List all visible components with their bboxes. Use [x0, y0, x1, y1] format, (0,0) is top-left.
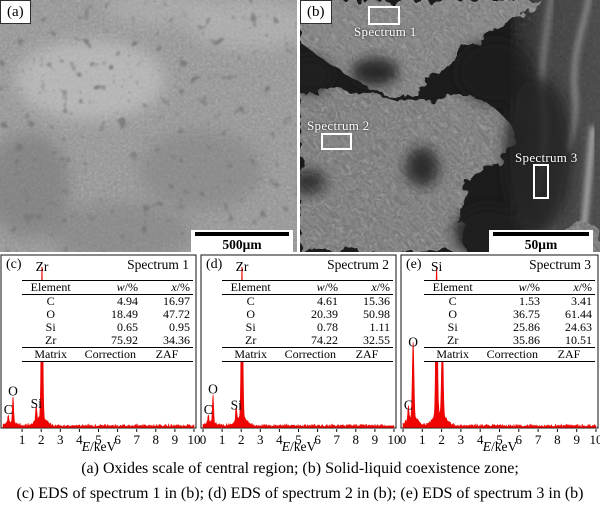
svg-text:4: 4 [276, 432, 283, 447]
svg-text:1: 1 [19, 432, 26, 447]
svg-text:C: C [404, 397, 413, 412]
svg-text:0: 0 [400, 432, 407, 447]
sem-texture-b [300, 0, 600, 252]
caption-line-1: (a) Oxides scale of central region; (b) … [81, 460, 519, 477]
svg-text:Zr: Zr [236, 259, 249, 274]
spectrum-3-annotation: Spectrum 3 [515, 150, 578, 165]
svg-text:3: 3 [257, 432, 264, 447]
svg-text:4: 4 [76, 432, 83, 447]
svg-text:C: C [4, 402, 13, 417]
scale-bar-label: 500μm [222, 237, 262, 252]
spectrum-3-region-box [533, 164, 549, 199]
figure-caption: (a) Oxides scale of central region; (b) … [0, 456, 600, 505]
scale-bar-label: 50μm [524, 237, 558, 252]
svg-text:3: 3 [57, 432, 64, 447]
svg-text:3: 3 [458, 432, 465, 447]
svg-text:C: C [204, 402, 213, 417]
svg-text:9: 9 [372, 432, 379, 447]
x-axis-label-d: E/keV [281, 439, 317, 454]
svg-text:Zr: Zr [36, 259, 49, 274]
svg-text:8: 8 [353, 432, 360, 447]
svg-text:9: 9 [172, 432, 179, 447]
svg-text:8: 8 [554, 432, 561, 447]
svg-text:1: 1 [219, 432, 226, 447]
svg-text:10: 10 [590, 432, 600, 447]
svg-text:8: 8 [153, 432, 160, 447]
svg-text:1: 1 [419, 432, 426, 447]
svg-text:2: 2 [38, 432, 45, 447]
scale-bar-line [195, 232, 289, 236]
eds-table-c: Element w/% x/% C 4.94 16.97 O 18.49 47.72 Si 0.65… [21, 280, 193, 362]
svg-text:2: 2 [438, 432, 445, 447]
svg-text:5: 5 [95, 432, 102, 447]
svg-text:4: 4 [477, 432, 484, 447]
svg-text:10: 10 [388, 432, 401, 447]
svg-text:5: 5 [496, 432, 503, 447]
svg-text:7: 7 [133, 432, 140, 447]
scale-bar-a: 500μm [191, 230, 293, 252]
panel-label-a: (a) [0, 0, 31, 24]
spectrum-1-annotation: Spectrum 1 [354, 24, 417, 39]
svg-text:6: 6 [516, 432, 523, 447]
spectrum-2-region-box [321, 133, 352, 150]
sem-texture-a [0, 0, 297, 252]
svg-text:Si: Si [231, 397, 243, 412]
svg-text:O: O [8, 383, 18, 398]
scale-bar-line [493, 232, 589, 236]
panel-label-b: (b) [300, 0, 332, 24]
svg-text:5: 5 [295, 432, 302, 447]
svg-text:7: 7 [535, 432, 542, 447]
spectrum-2-annotation: Spectrum 2 [307, 118, 370, 133]
svg-text:Si: Si [31, 396, 43, 411]
panel-label-e: (e) [406, 257, 422, 272]
eds-table-e: Element w/% x/% C 1.53 3.41 O 36.75 61.44 Si 25.86… [423, 280, 595, 362]
x-axis-label-c: E/keV [81, 439, 117, 454]
eds-panel-c: C O Si Zr 1 2 3 4 5 6 7 8 9 10 (c) Spectrum 1 Element… [0, 253, 201, 455]
svg-text:10: 10 [188, 432, 201, 447]
x-axis-label-e: E/keV [482, 439, 518, 454]
sem-image-b: (b) Spectrum 1 Spectrum 2 Spectrum 3 50μ… [300, 0, 600, 252]
spectrum-1-region-box [368, 6, 400, 25]
sem-image-a: (a) 500μm [0, 0, 297, 252]
svg-text:6: 6 [114, 432, 121, 447]
svg-text:2: 2 [238, 432, 245, 447]
svg-text:O: O [208, 382, 218, 397]
spectrum-title-d: Spectrum 2 [327, 257, 389, 272]
panel-label-d: (d) [206, 257, 223, 272]
spectrum-title-c: Spectrum 1 [127, 257, 189, 272]
scale-bar-b: 50μm [489, 230, 593, 252]
svg-text:9: 9 [573, 432, 580, 447]
caption-line-2: (c) EDS of spectrum 1 in (b); (d) EDS of… [16, 485, 584, 502]
panel-label-c: (c) [6, 257, 22, 272]
eds-table-d: Element w/% x/% C 4.61 15.36 O 20.39 50.98 Si 0.78… [221, 280, 393, 362]
svg-text:6: 6 [314, 432, 321, 447]
svg-text:O: O [408, 335, 418, 350]
eds-panel-d: C O Si Zr 0 1 2 3 4 5 6 7 8 9 10 (d) Spectrum 2 Elemen… [200, 253, 401, 455]
svg-text:Si: Si [431, 259, 443, 274]
spectrum-title-e: Spectrum 3 [529, 257, 591, 272]
svg-text:7: 7 [333, 432, 340, 447]
svg-text:0: 0 [200, 432, 207, 447]
